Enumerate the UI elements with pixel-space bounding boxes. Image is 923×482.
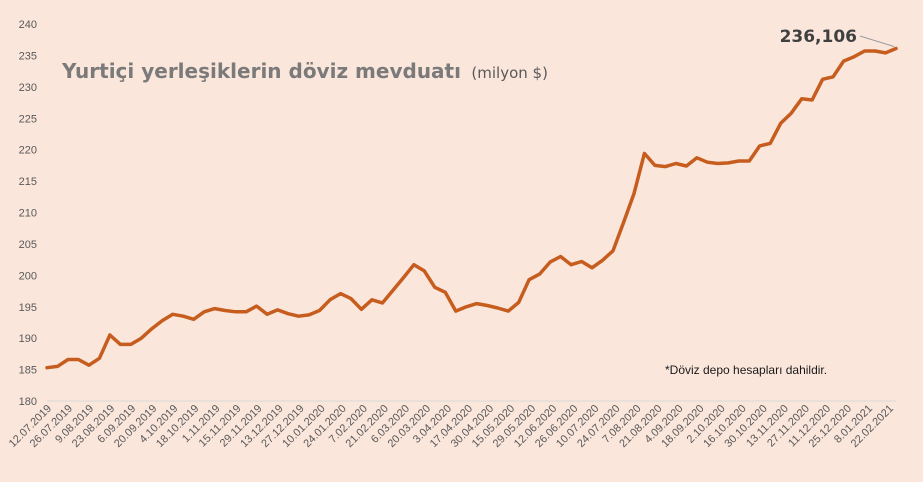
y-tick-label: 185: [19, 365, 37, 377]
chart-title: Yurtiçi yerleşiklerin döviz mevduatı (mi…: [61, 59, 548, 83]
y-tick-label: 220: [19, 145, 37, 157]
y-tick-label: 210: [19, 208, 37, 220]
y-tick-label: 205: [19, 239, 37, 251]
y-tick-label: 230: [19, 82, 37, 94]
y-axis: 180 185 190 195 200 205 210 215 220 225 230 235 240: [19, 19, 37, 408]
last-value-leader: [859, 35, 895, 47]
chart-footnote: *Döviz depo hesapları dahildir.: [665, 363, 827, 377]
y-tick-label: 235: [19, 50, 37, 62]
y-tick-label: 200: [19, 270, 37, 282]
y-tick-label: 225: [19, 113, 37, 125]
chart-title-unit: (milyon $): [471, 64, 548, 82]
y-tick-label: 215: [19, 176, 37, 188]
y-tick-label: 195: [19, 302, 37, 314]
y-tick-label: 240: [19, 19, 37, 31]
y-tick-label: 180: [19, 396, 37, 408]
last-value-label: 236,106: [780, 27, 857, 47]
y-tick-label: 190: [19, 333, 37, 345]
chart-title-main: Yurtiçi yerleşiklerin döviz mevduatı: [61, 59, 461, 83]
series-line: [45, 46, 898, 370]
